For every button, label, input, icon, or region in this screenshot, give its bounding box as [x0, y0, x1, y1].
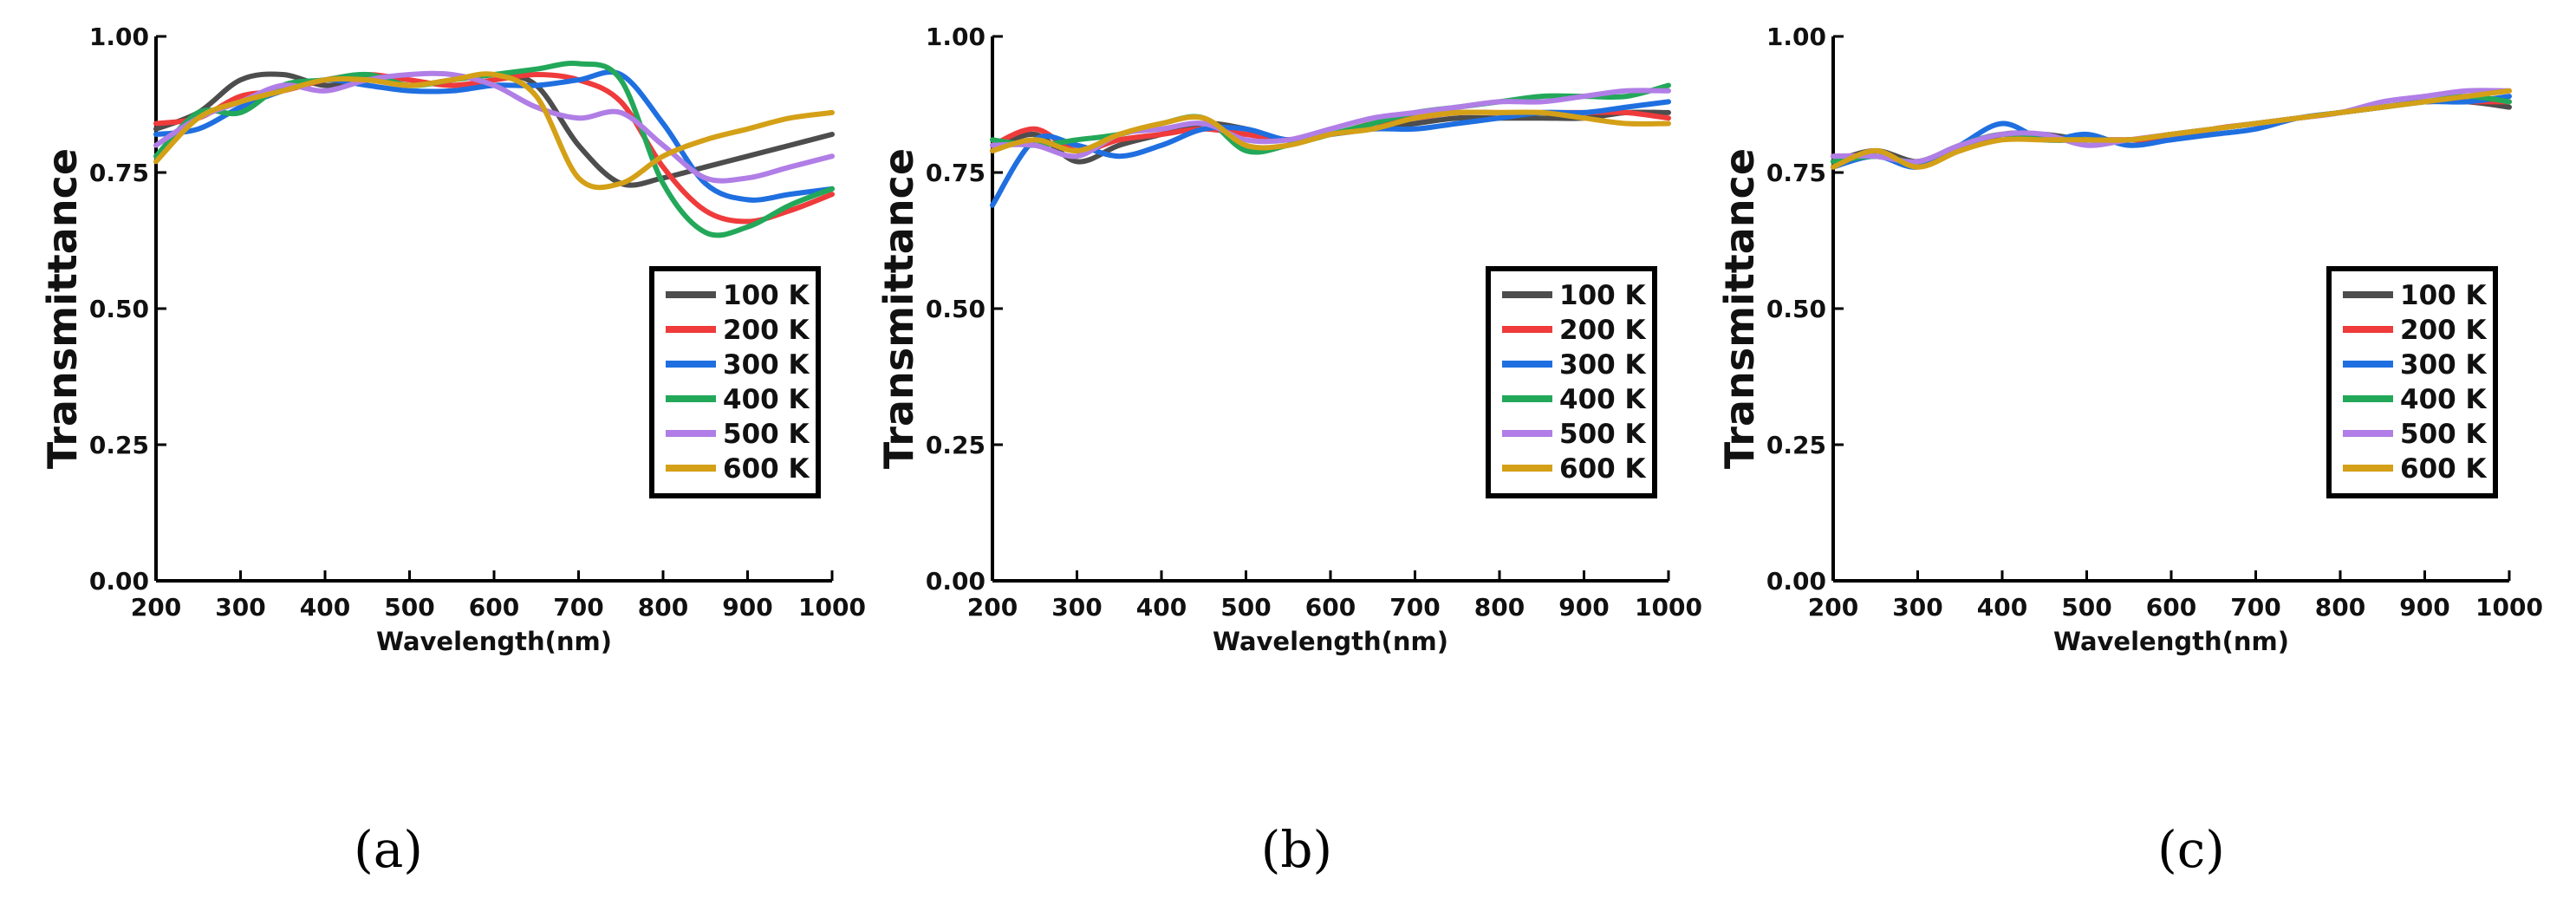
x-tick-label: 700: [1389, 593, 1440, 622]
y-tick-label: 0.25: [926, 431, 986, 459]
legend-label: 600 K: [1559, 453, 1647, 485]
y-axis-label: Transmittance: [875, 148, 922, 469]
panel-label: (a): [354, 820, 423, 879]
x-tick-label: 200: [131, 593, 181, 622]
x-tick-label: 900: [2399, 593, 2449, 622]
x-tick-label: 500: [384, 593, 434, 622]
x-tick-label: 700: [553, 593, 603, 622]
y-tick-label: 0.50: [1766, 295, 1826, 323]
x-tick-label: 300: [1892, 593, 1942, 622]
series-line-400k: [153, 60, 835, 238]
x-tick-label: 200: [1808, 593, 1858, 622]
y-tick-label: 0.00: [926, 567, 986, 596]
legend-box: [649, 266, 821, 498]
legend-label: 500 K: [2400, 419, 2488, 450]
x-tick-label: 900: [1558, 593, 1609, 622]
x-tick-label: 400: [300, 593, 350, 622]
x-tick-label: 500: [1220, 593, 1271, 622]
x-tick-label: 1000: [1635, 593, 1702, 622]
legend-label: 200 K: [1559, 315, 1647, 346]
y-tick-label: 1.00: [1766, 23, 1826, 51]
chart-panel-3: 0.00 0.25 0.50 0.75 1.00 200 300 400 500 600 700 80…: [1716, 23, 2543, 879]
x-tick-label: 200: [967, 593, 1018, 622]
y-tick-label: 0.75: [89, 159, 149, 187]
legend-box: [2326, 266, 2498, 498]
legend-label: 100 K: [2400, 280, 2488, 311]
y-axis-label: Transmittance: [39, 148, 86, 469]
y-tick-label: 0.50: [89, 295, 149, 323]
legend-label: 200 K: [2400, 315, 2488, 346]
x-axis-label: Wavelength(nm): [376, 627, 612, 656]
x-tick-label: 500: [2061, 593, 2111, 622]
series-line-600k: [1831, 88, 2512, 170]
panel-label: (b): [1261, 820, 1332, 879]
series-line-600k: [153, 71, 835, 191]
x-tick-label: 800: [638, 593, 688, 622]
chart-panel-1: 0.00 0.25 0.50 0.75 1.00 200 300 400 500 600 700 80…: [39, 23, 866, 879]
series-line-600k: [990, 109, 1671, 153]
y-tick-label: 0.00: [1766, 567, 1826, 596]
y-tick-label: 1.00: [89, 23, 149, 51]
x-tick-label: 600: [1305, 593, 1356, 622]
y-tick-label: 0.25: [89, 431, 149, 459]
series-line-100k: [1831, 98, 2512, 165]
x-axis-label: Wavelength(nm): [1213, 627, 1448, 656]
legend-label: 600 K: [2400, 453, 2488, 485]
legend-label: 400 K: [723, 384, 810, 415]
x-tick-label: 300: [215, 593, 265, 622]
legend-label: 300 K: [723, 349, 810, 381]
legend-label: 100 K: [723, 280, 810, 311]
y-axis-label: Transmittance: [1716, 148, 1763, 469]
x-tick-label: 600: [469, 593, 519, 622]
x-tick-label: 900: [722, 593, 772, 622]
y-tick-label: 0.50: [926, 295, 986, 323]
series-line-200k: [1831, 98, 2512, 165]
legend-label: 500 K: [1559, 419, 1647, 450]
x-tick-label: 1000: [798, 593, 866, 622]
x-tick-label: 1000: [2475, 593, 2543, 622]
legend-label: 500 K: [723, 419, 810, 450]
chart-panel-2: 0.00 0.25 0.50 0.75 1.00 200 300 400 500 600 700 80…: [875, 23, 1702, 879]
y-tick-label: 0.75: [926, 159, 986, 187]
series-line-500k: [153, 70, 835, 184]
legend-label: 300 K: [2400, 349, 2488, 381]
y-tick-label: 0.25: [1766, 431, 1826, 459]
legend-label: 200 K: [723, 315, 810, 346]
legend-label: 600 K: [723, 453, 810, 485]
x-tick-label: 600: [2146, 593, 2196, 622]
legend-label: 400 K: [2400, 384, 2488, 415]
x-tick-label: 400: [1136, 593, 1187, 622]
legend-label: 400 K: [1559, 384, 1647, 415]
y-tick-label: 0.00: [89, 567, 149, 596]
x-axis-label: Wavelength(nm): [2053, 627, 2289, 656]
legend-box: [1486, 266, 1657, 498]
x-tick-label: 400: [1977, 593, 2027, 622]
legend-label: 300 K: [1559, 349, 1647, 381]
x-tick-label: 800: [2315, 593, 2365, 622]
panel-label: (c): [2157, 820, 2225, 879]
x-tick-label: 800: [1474, 593, 1525, 622]
legend-label: 100 K: [1559, 280, 1647, 311]
y-tick-label: 0.75: [1766, 159, 1826, 187]
y-tick-label: 1.00: [926, 23, 986, 51]
x-tick-label: 300: [1051, 593, 1102, 622]
x-tick-label: 700: [2230, 593, 2280, 622]
